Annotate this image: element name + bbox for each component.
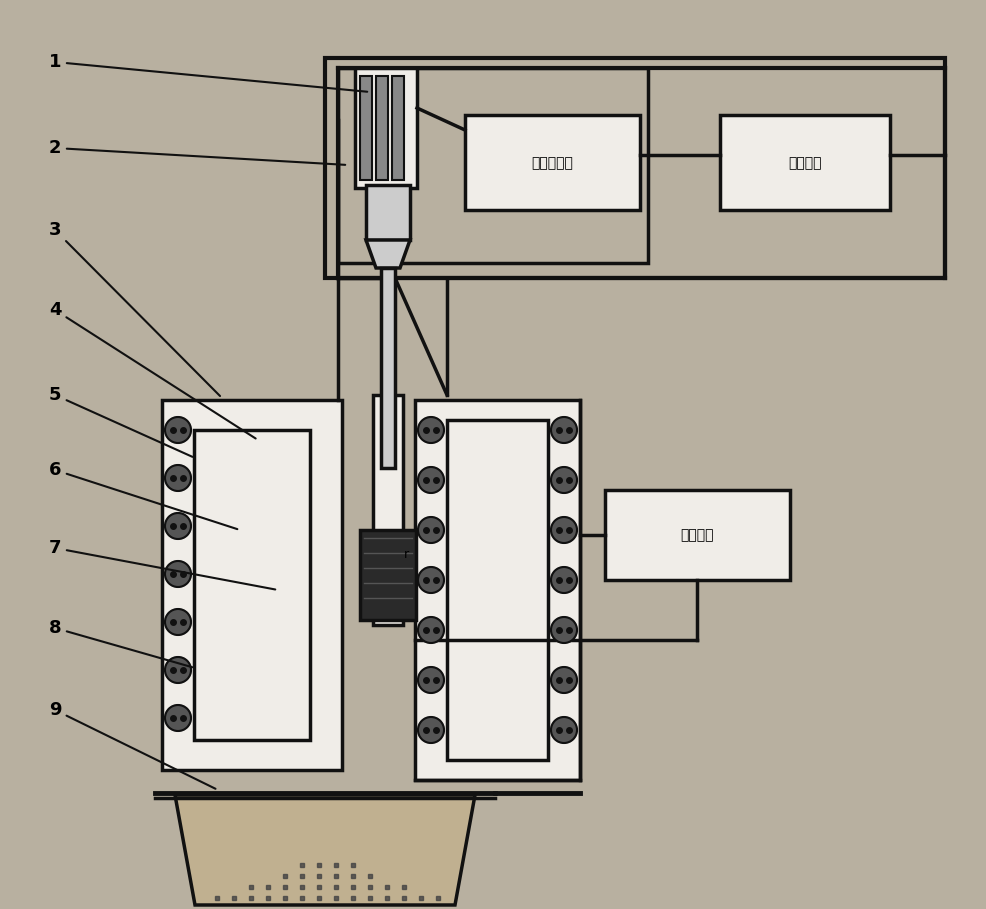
Polygon shape	[366, 240, 409, 268]
Circle shape	[418, 417, 444, 443]
Bar	[604, 490, 789, 580]
Text: 2: 2	[48, 139, 345, 165]
Bar	[337, 68, 648, 263]
Circle shape	[418, 667, 444, 693]
Polygon shape	[175, 795, 474, 905]
Circle shape	[550, 667, 577, 693]
Circle shape	[550, 617, 577, 643]
Bar	[447, 420, 547, 760]
Bar	[194, 430, 310, 740]
Bar	[464, 115, 639, 210]
Text: 超声发生器: 超声发生器	[530, 156, 572, 170]
Bar	[360, 76, 372, 180]
Circle shape	[418, 517, 444, 543]
Circle shape	[550, 467, 577, 493]
Bar	[360, 530, 415, 620]
Circle shape	[418, 717, 444, 743]
Bar	[719, 115, 889, 210]
Text: 3: 3	[48, 221, 220, 396]
Circle shape	[165, 561, 191, 587]
Circle shape	[418, 617, 444, 643]
Circle shape	[165, 513, 191, 539]
Circle shape	[550, 567, 577, 593]
Bar	[391, 76, 403, 180]
Circle shape	[550, 517, 577, 543]
Text: 5: 5	[48, 386, 192, 457]
Bar	[355, 68, 416, 188]
Text: 1: 1	[48, 53, 367, 92]
Circle shape	[550, 417, 577, 443]
Circle shape	[550, 717, 577, 743]
Circle shape	[418, 467, 444, 493]
Text: 水冷系统: 水冷系统	[788, 156, 821, 170]
Bar	[376, 76, 387, 180]
Bar	[381, 268, 394, 468]
Circle shape	[165, 705, 191, 731]
Text: 温控系统: 温控系统	[679, 528, 713, 542]
Text: 9: 9	[48, 701, 215, 789]
Circle shape	[165, 417, 191, 443]
Bar	[324, 58, 944, 278]
Circle shape	[165, 609, 191, 635]
Bar	[162, 400, 342, 770]
Text: 8: 8	[48, 619, 192, 667]
Text: 6: 6	[48, 461, 237, 529]
Bar	[414, 400, 580, 780]
Circle shape	[418, 567, 444, 593]
Circle shape	[165, 465, 191, 491]
Circle shape	[165, 657, 191, 683]
Bar	[366, 185, 409, 240]
Bar	[373, 395, 402, 625]
Text: r: r	[403, 548, 408, 562]
Text: 7: 7	[48, 539, 275, 589]
Text: 4: 4	[48, 301, 255, 438]
